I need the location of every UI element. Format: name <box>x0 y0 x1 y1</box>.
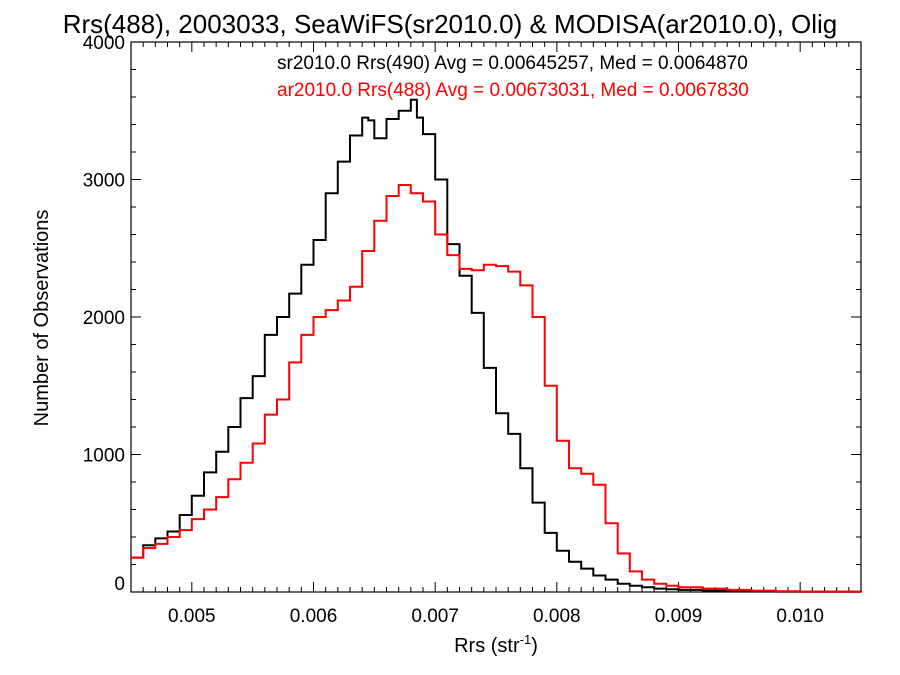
plot-area: 0 1000 2000 3000 4000 0.005 0.006 0.007 0.008 0.0… <box>83 33 862 627</box>
x-tick-label: 0.010 <box>776 606 824 627</box>
chart-title: Rrs(488), 2003033, SeaWiFS(sr2010.0) & M… <box>63 9 838 39</box>
x-axis-label-close: ) <box>531 635 538 657</box>
x-tick-label: 0.005 <box>168 606 216 627</box>
x-axis-label-sup: -1 <box>520 632 532 647</box>
y-tick-label: 3000 <box>83 171 125 192</box>
y-tick-label: 4000 <box>83 33 125 54</box>
x-tick-label: 0.006 <box>290 606 338 627</box>
y-axis-label: Number of Observations <box>31 210 53 427</box>
annotation-red: ar2010.0 Rrs(488) Avg = 0.00673031, Med … <box>277 80 749 101</box>
annotation-black: sr2010.0 Rrs(490) Avg = 0.00645257, Med … <box>277 53 748 74</box>
series-line-sr2010 <box>131 98 862 593</box>
x-axis-label-main: Rrs (str <box>454 635 520 657</box>
y-tick-label: 1000 <box>83 446 125 467</box>
x-tick-label: 0.009 <box>655 606 703 627</box>
series-line-ar2010 <box>131 184 862 593</box>
x-tick-label: 0.008 <box>533 606 581 627</box>
plot-frame <box>130 41 862 593</box>
y-tick-label: 2000 <box>83 308 125 329</box>
y-tick-label: 0 <box>114 574 125 595</box>
x-tick-label: 0.007 <box>411 606 459 627</box>
x-axis-label: Rrs (str-1) <box>454 632 538 657</box>
